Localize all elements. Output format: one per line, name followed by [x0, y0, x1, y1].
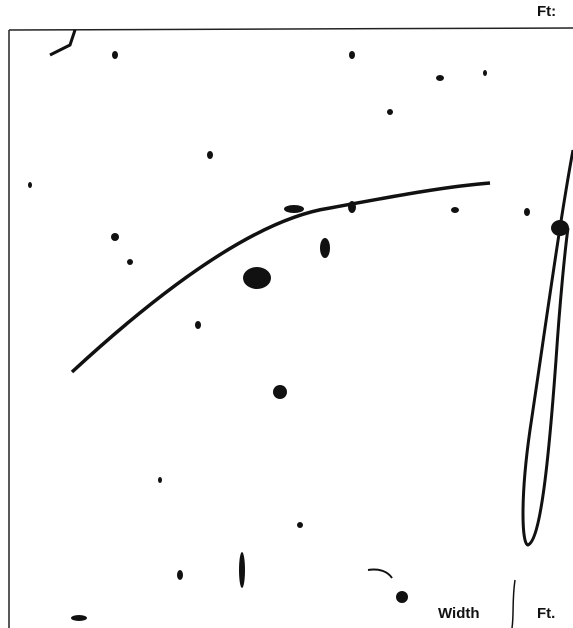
loop-curve: [521, 149, 573, 547]
noise-stroke: [367, 568, 393, 579]
tick-stroke: [511, 579, 516, 628]
frame-top: [8, 27, 573, 31]
noise-stroke: [49, 29, 77, 57]
x-axis-unit: Ft.: [537, 605, 555, 622]
noise: [28, 51, 569, 621]
top-unit: Ft:: [537, 3, 556, 20]
x-axis-label: Width: [438, 605, 480, 622]
curve: [70, 181, 491, 374]
